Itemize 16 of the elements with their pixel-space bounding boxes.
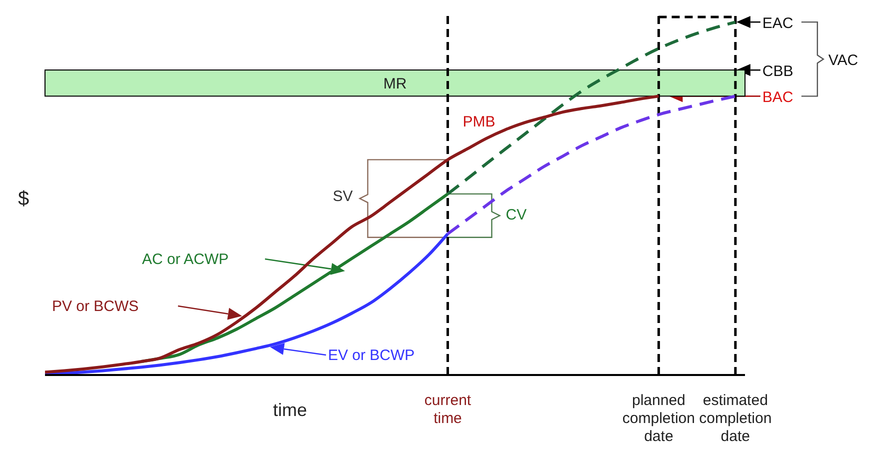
x-axis-title: time: [272, 400, 308, 420]
legend-label: EV or BCWP: [328, 347, 415, 364]
x-tick-label: estimated completion date: [699, 392, 772, 445]
annotation: CV: [506, 206, 527, 224]
annotation: SV: [332, 188, 353, 205]
annotation: BAC: [762, 89, 794, 106]
y-axis-title: $: [18, 188, 30, 210]
text: PV or BCWS: [52, 298, 139, 315]
text: VAC: [828, 52, 858, 70]
annotation: EAC: [762, 15, 794, 32]
annotation: CBB: [762, 63, 794, 80]
x-tick-label: planned completion date: [622, 392, 695, 445]
band-label: MR: [383, 75, 407, 92]
x-tick-label: current time: [424, 392, 472, 427]
text: AC or ACWP: [142, 251, 229, 268]
annotation: PMB: [462, 114, 496, 131]
